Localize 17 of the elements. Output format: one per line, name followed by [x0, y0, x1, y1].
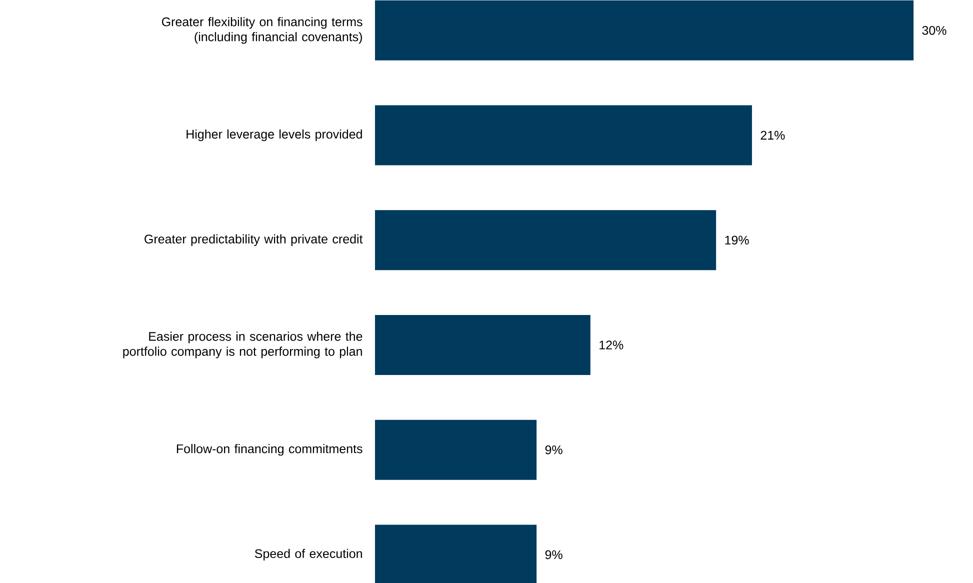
bar	[375, 0, 914, 60]
y-tick-label: Greater predictability with private credit	[144, 234, 363, 246]
y-tick-label: Follow-on financing commitments	[176, 444, 362, 456]
y-tick-label: Greater flexibility on financing terms (including financial covenants)	[162, 17, 362, 44]
y-tick-label: Higher leverage levels provided	[186, 129, 362, 142]
data-label: 21%	[760, 130, 785, 140]
bar	[375, 420, 537, 480]
data-label: 30%	[922, 26, 946, 35]
bar	[375, 314, 590, 375]
bar	[375, 210, 716, 270]
y-tick-label: Speed of execution	[254, 548, 362, 561]
data-label: 12%	[600, 340, 624, 350]
data-label: 9%	[545, 550, 562, 560]
data-label: 9%	[545, 445, 562, 454]
bar	[375, 105, 752, 166]
y-tick-label: Easier process in scenarios where the portfolio company is not performing to plan	[123, 332, 362, 358]
data-label: 19%	[725, 236, 749, 245]
